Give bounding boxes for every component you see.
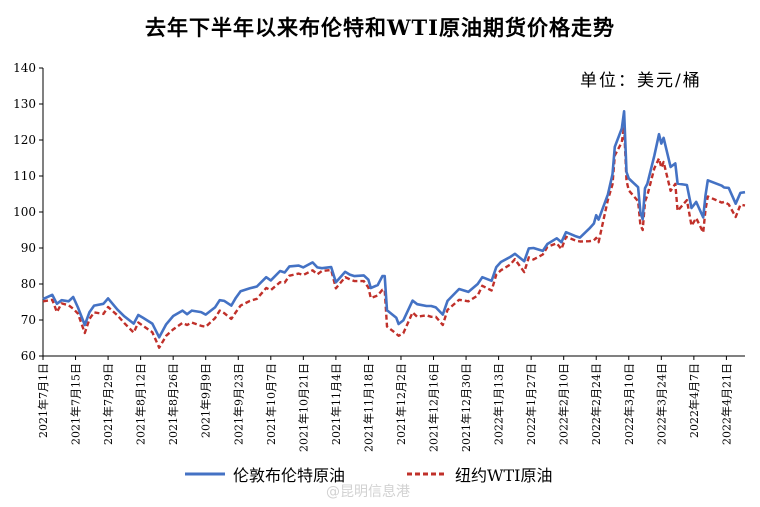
x-tick-label: 2021年10月21日 bbox=[296, 363, 310, 452]
y-tick-label: 120 bbox=[13, 133, 36, 147]
legend-swatch-solid bbox=[185, 472, 225, 476]
chart-title: 去年下半年以来布伦特和WTI原油期货价格走势 bbox=[144, 15, 616, 40]
y-tick-label: 90 bbox=[21, 241, 36, 255]
x-tick-label: 2021年12月2日 bbox=[394, 363, 408, 445]
y-tick-label: 110 bbox=[13, 169, 36, 183]
x-tick-label: 2022年2月10日 bbox=[557, 363, 571, 445]
x-tick-label: 2021年8月26日 bbox=[166, 363, 180, 445]
x-tick-label: 2021年11月18日 bbox=[361, 363, 375, 452]
legend-label-wti: 纽约WTI原油 bbox=[455, 466, 553, 485]
x-tick-label: 2022年1月27日 bbox=[524, 363, 538, 445]
x-tick-label: 2021年10月7日 bbox=[264, 363, 278, 445]
y-tick-label: 70 bbox=[21, 313, 36, 327]
series-line-brent bbox=[42, 110, 746, 339]
legend-item-brent: 伦敦布伦特原油 bbox=[185, 462, 345, 486]
watermark: @昆明信息港 bbox=[326, 484, 410, 500]
x-tick-label: 2022年4月21日 bbox=[719, 363, 733, 445]
series-lines bbox=[42, 110, 746, 349]
x-tick-label: 2021年7月15日 bbox=[69, 363, 83, 445]
legend-label-brent: 伦敦布伦特原油 bbox=[233, 466, 346, 485]
x-tick-label: 2021年12月30日 bbox=[459, 363, 473, 452]
x-tick-label: 2022年1月13日 bbox=[492, 363, 506, 445]
y-tick-label: 130 bbox=[13, 97, 36, 111]
x-tick-label: 2021年9月9日 bbox=[199, 363, 213, 438]
unit-label: 单位：美元/桶 bbox=[580, 71, 702, 91]
x-tick-label: 2021年7月29日 bbox=[101, 363, 115, 445]
x-tick-label: 2022年3月24日 bbox=[654, 363, 668, 445]
series-line-wti bbox=[42, 125, 746, 349]
x-axis-ticks: 2021年7月1日 2021年7月15日 2021年7月29日 2021年8月12日 2… bbox=[36, 356, 733, 452]
x-tick-label: 2022年3月10日 bbox=[622, 363, 636, 445]
x-tick-label: 2021年8月12日 bbox=[134, 363, 148, 445]
y-tick-label: 80 bbox=[21, 277, 36, 291]
x-tick-label: 2022年4月7日 bbox=[687, 363, 701, 438]
y-tick-label: 140 bbox=[13, 61, 36, 75]
legend-item-wti: 纽约WTI原油 bbox=[407, 462, 552, 486]
y-axis-ticks: 60 70 80 90 100 110 120 130 140 bbox=[13, 61, 43, 363]
y-tick-label: 100 bbox=[13, 205, 36, 219]
x-tick-label: 2022年2月24日 bbox=[589, 363, 603, 445]
legend-swatch-dashed bbox=[407, 472, 447, 476]
x-tick-label: 2021年9月23日 bbox=[231, 363, 245, 445]
x-tick-label: 2021年11月4日 bbox=[329, 363, 343, 445]
x-tick-label: 2021年7月1日 bbox=[36, 363, 50, 438]
x-tick-label: 2021年12月16日 bbox=[427, 363, 441, 452]
y-tick-label: 60 bbox=[21, 349, 36, 363]
